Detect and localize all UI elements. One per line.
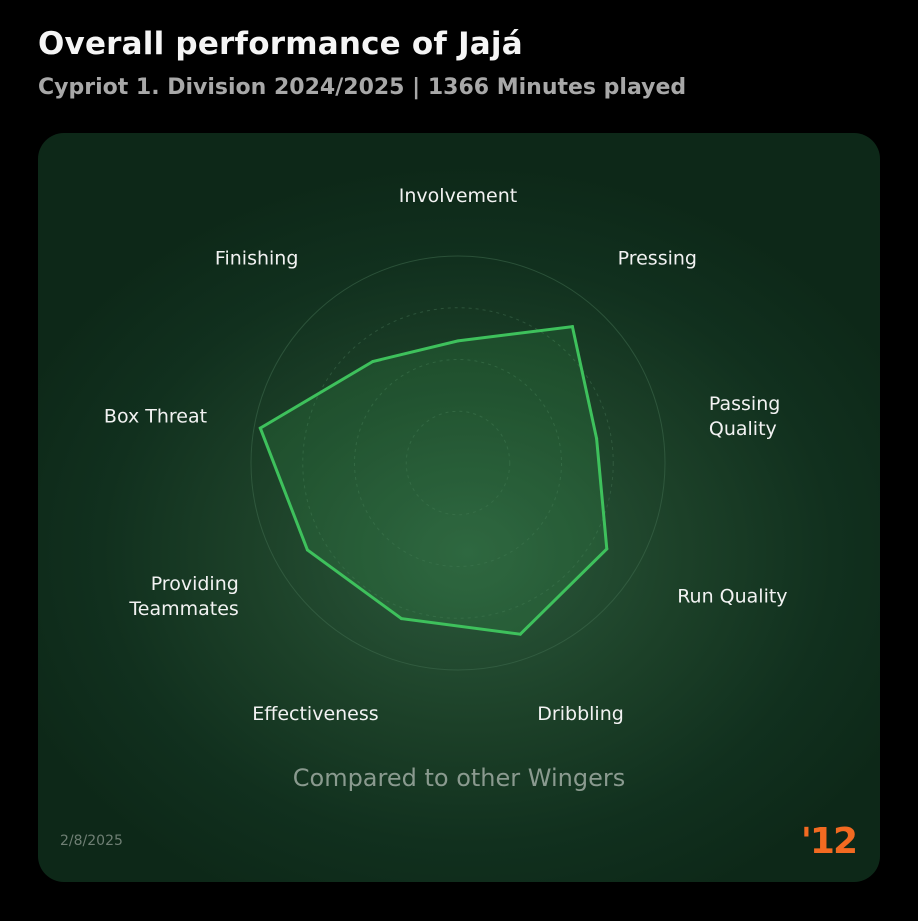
data-point [399,617,403,621]
data-point [595,437,599,441]
axis-label: Box Threat [104,405,207,427]
grid-ring [405,410,511,516]
page-title: Overall performance of Jajá [38,26,523,62]
axis-label-line: Effectiveness [252,702,378,724]
axis-label: Finishing [215,247,298,269]
data-point [570,325,574,329]
grid-ring [354,359,562,567]
axis-label-line: Involvement [399,185,517,207]
radar-series [258,324,609,636]
axis-label: Run Quality [677,585,787,607]
radar-chart: Involvement Pressing Passing Quality Run Qua… [104,185,788,725]
axis-label: Passing Quality [709,393,780,440]
data-point [258,426,262,430]
axis-label-line: Providing [151,573,239,595]
chart-card: Involvement Pressing Passing Quality Run Qua… [38,133,880,882]
axis-label-line: Pressing [618,247,697,269]
grid-ring [302,307,614,619]
axis-label: Providing Teammates [128,573,238,620]
axis-label-line: Run Quality [677,585,787,607]
data-point [456,339,460,343]
axis-label-line: Box Threat [104,405,207,427]
axis-label-line: Quality [709,418,777,440]
axis-label-line: Dribbling [537,702,624,724]
grid-ring [250,255,666,671]
date-label: 2/8/2025 [60,833,123,849]
brand-logo: '12 [800,821,858,862]
axis-label: Pressing [618,247,697,269]
axis-label-line: Finishing [215,247,298,269]
axis-label: Effectiveness [252,702,378,724]
page-subtitle: Cypriot 1. Division 2024/2025 | 1366 Min… [38,75,687,100]
data-point [305,548,309,552]
axis-label: Dribbling [537,702,624,724]
radar-grid [250,255,666,671]
data-point [518,632,522,636]
series-polygon [258,324,609,636]
data-point [371,360,375,363]
axis-labels: Involvement Pressing Passing Quality Run Qua… [104,185,788,725]
data-point [605,547,609,551]
axis-label: Involvement [399,185,517,207]
axis-label-line: Teammates [128,598,238,620]
axis-label-line: Passing [709,393,780,415]
comparison-note: Compared to other Wingers [292,764,626,792]
